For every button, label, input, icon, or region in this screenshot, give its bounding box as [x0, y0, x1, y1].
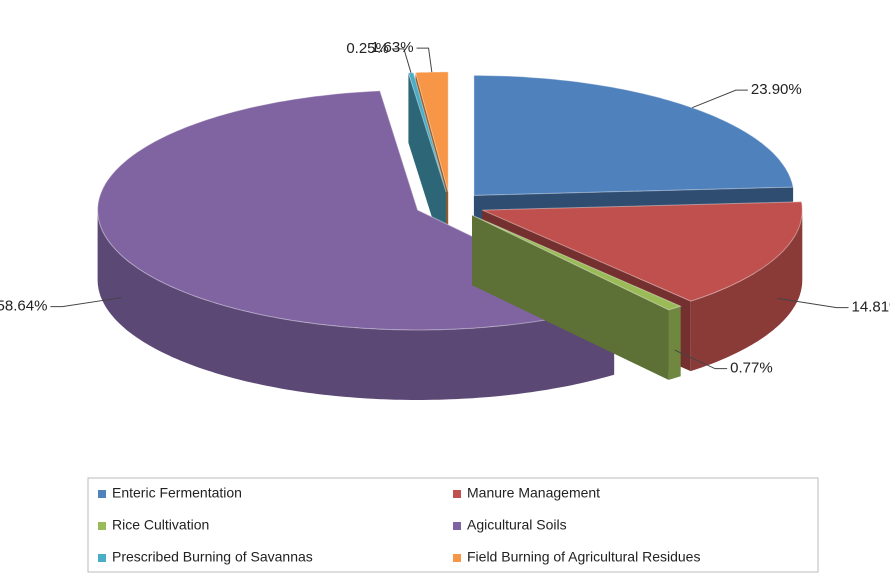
slice-side: [97, 210, 615, 400]
data-label: 58.64%: [0, 298, 47, 315]
leader-line: [674, 349, 728, 370]
slice-top: [473, 74, 794, 196]
leader-line: [416, 47, 433, 73]
slice-top: [482, 201, 803, 302]
legend-label: Prescribed Burning of Savannas: [112, 549, 313, 565]
leader-line: [50, 297, 122, 308]
data-label: 0.25%: [346, 40, 389, 57]
data-label: 23.90%: [751, 81, 802, 98]
legend-swatch: [98, 490, 106, 498]
legend-swatch: [453, 490, 461, 498]
leader-line: [692, 89, 748, 109]
leader-line: [777, 297, 849, 309]
legend-swatch: [98, 522, 106, 530]
legend-swatch: [453, 522, 461, 530]
slice-top: [471, 214, 683, 311]
slice-top: [407, 72, 447, 193]
slice-radial-side: [472, 215, 669, 380]
legend-label: Enteric Fermentation: [112, 485, 242, 501]
pie: [97, 71, 803, 400]
legend: Enteric Fermentation Manure Management Ric…: [98, 485, 700, 565]
leader-line: [391, 48, 412, 73]
legend-swatch: [98, 554, 106, 562]
legend-label: Rice Cultivation: [112, 517, 209, 533]
slice: [471, 214, 683, 380]
data-label: 1.63%: [371, 39, 414, 56]
slice-radial-side: [413, 72, 447, 262]
slice-side: [668, 306, 681, 380]
legend-swatch: [453, 554, 461, 562]
slice: [407, 72, 447, 262]
legend-label: Agicultural Soils: [467, 517, 567, 533]
slice-side: [690, 210, 803, 372]
data-label: 14.81%: [852, 299, 890, 316]
data-labels: 23.90% 14.81% 0.77% 58.64% 0.25%1.63%: [0, 39, 890, 377]
legend-label: Field Burning of Agricultural Residues: [467, 549, 700, 565]
data-label: 0.77%: [730, 360, 773, 377]
legend-label: Manure Management: [467, 485, 600, 501]
